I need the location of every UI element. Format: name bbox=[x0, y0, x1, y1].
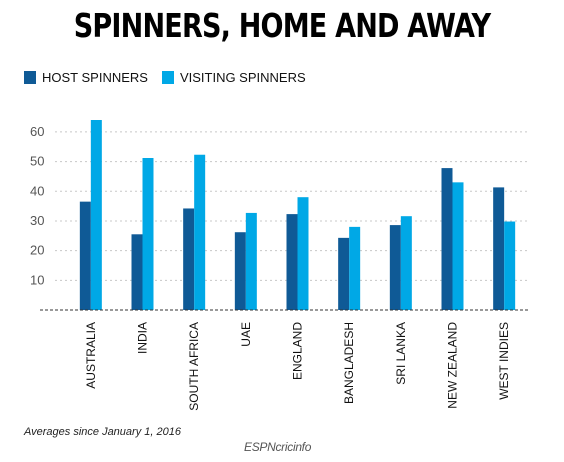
y-tick-label: 40 bbox=[30, 183, 44, 198]
bar-visiting bbox=[142, 158, 154, 310]
x-tick-label: INDIA bbox=[136, 322, 150, 354]
bar-visiting bbox=[504, 221, 516, 310]
x-tick-label: AUSTRALIA bbox=[84, 322, 98, 389]
legend-label-host: HOST SPINNERS bbox=[42, 70, 148, 85]
bar-host bbox=[338, 237, 350, 310]
bar-host bbox=[389, 225, 401, 310]
bar-visiting bbox=[245, 212, 257, 310]
bar-host bbox=[234, 232, 246, 310]
y-tick-label: 60 bbox=[30, 124, 44, 139]
bar-visiting bbox=[194, 154, 206, 310]
bar-visiting bbox=[452, 182, 464, 310]
bar-host bbox=[493, 187, 505, 310]
footnote: Averages since January 1, 2016 bbox=[24, 426, 181, 438]
logo-brand: ESPN bbox=[244, 440, 276, 454]
x-tick-label: SOUTH AFRICA bbox=[187, 322, 201, 411]
bar-host bbox=[286, 214, 298, 310]
chart-title: SPINNERS, HOME AND AWAY bbox=[73, 6, 491, 45]
legend-swatch-host bbox=[24, 71, 36, 84]
bar-visiting bbox=[400, 216, 412, 310]
bar-host bbox=[79, 201, 91, 310]
legend: HOST SPINNERS VISITING SPINNERS bbox=[24, 70, 320, 85]
y-tick-label: 10 bbox=[30, 272, 44, 287]
bar-visiting bbox=[349, 226, 361, 310]
bar-visiting bbox=[90, 120, 102, 310]
logo-name: cricinfo bbox=[275, 440, 312, 454]
x-tick-label: SRI LANKA bbox=[394, 322, 408, 385]
y-tick-label: 30 bbox=[30, 213, 44, 228]
bar-host bbox=[131, 234, 143, 310]
espncricinfo-logo: ESPNcricinfo bbox=[244, 440, 311, 454]
legend-label-visiting: VISITING SPINNERS bbox=[179, 70, 306, 85]
x-tick-label: BANGLADESH bbox=[342, 322, 356, 404]
y-tick-label: 20 bbox=[30, 243, 44, 258]
bar-host bbox=[441, 168, 453, 310]
x-tick-label: ENGLAND bbox=[291, 322, 305, 380]
y-tick-label: 50 bbox=[30, 154, 44, 169]
legend-item-host: HOST SPINNERS bbox=[24, 70, 148, 85]
x-tick-label: NEW ZEALAND bbox=[446, 322, 460, 409]
x-tick-label: UAE bbox=[239, 322, 253, 347]
legend-item-visiting: VISITING SPINNERS bbox=[161, 70, 306, 85]
bar-host bbox=[183, 208, 195, 310]
bar-chart: 10 20 30 40 50 60 AUSTRALIA INDIA SOUTH AFRICA UA… bbox=[30, 120, 530, 411]
legend-swatch-visiting bbox=[161, 71, 174, 84]
x-tick-label: WEST INDIES bbox=[497, 322, 511, 400]
bar-visiting bbox=[297, 197, 309, 310]
